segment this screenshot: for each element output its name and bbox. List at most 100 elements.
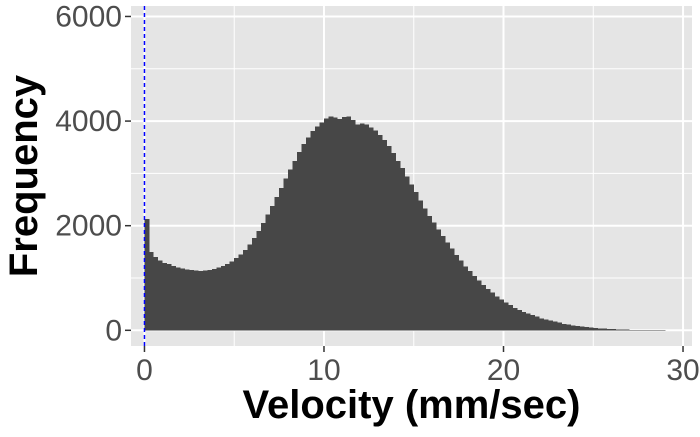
histogram-bar xyxy=(526,314,531,331)
histogram-bar xyxy=(189,270,194,330)
histogram-bar xyxy=(239,254,244,330)
histogram-bar xyxy=(530,315,535,330)
x-tick-label: 30 xyxy=(666,354,699,387)
histogram-bar xyxy=(445,242,450,330)
histogram-bar xyxy=(535,317,540,331)
histogram-bar xyxy=(351,120,356,330)
histogram-bar xyxy=(149,252,154,330)
histogram-bar xyxy=(620,330,625,331)
histogram-bar xyxy=(423,208,428,330)
histogram-bar xyxy=(288,170,293,331)
histogram-bar xyxy=(427,216,432,331)
histogram-bar xyxy=(459,261,464,331)
histogram-bar xyxy=(230,261,235,330)
histogram-bar xyxy=(243,250,248,331)
histogram-bar xyxy=(396,161,401,330)
histogram-bar xyxy=(499,299,504,330)
histogram-bar xyxy=(441,236,446,330)
histogram-bar xyxy=(306,137,311,330)
histogram-bar xyxy=(319,123,324,331)
histogram-bar xyxy=(171,266,176,330)
y-tick-label: 4000 xyxy=(55,105,122,138)
histogram-bar xyxy=(328,116,333,330)
histogram-bar xyxy=(373,130,378,330)
histogram-bar xyxy=(333,117,338,330)
histogram-bar xyxy=(261,223,266,330)
histogram-bar xyxy=(337,119,342,330)
histogram-bar xyxy=(611,329,616,330)
histogram-bar xyxy=(539,318,544,330)
histogram-bar xyxy=(454,255,459,330)
histogram-bar xyxy=(176,268,181,331)
histogram-bar xyxy=(409,184,414,330)
histogram-bar xyxy=(607,329,612,330)
histogram-bar xyxy=(279,188,284,330)
histogram-bar xyxy=(203,271,208,331)
histogram-bar xyxy=(463,266,468,330)
histogram-bar xyxy=(472,276,477,330)
histogram-bar xyxy=(346,116,351,330)
histogram-bar xyxy=(221,266,226,330)
histogram-bar xyxy=(297,152,302,330)
histogram-bar xyxy=(355,125,360,331)
x-tick-label: 0 xyxy=(136,354,153,387)
histogram-bar xyxy=(418,201,423,331)
histogram-bar xyxy=(557,323,562,331)
histogram-bar xyxy=(432,223,437,331)
histogram-bar xyxy=(548,320,553,330)
histogram-bar xyxy=(364,125,369,331)
y-axis-title: Frequency xyxy=(2,74,46,277)
y-tick-label: 6000 xyxy=(55,0,122,33)
histogram-bar xyxy=(400,168,405,330)
x-axis-title: Velocity (mm/sec) xyxy=(243,383,581,427)
histogram-bar xyxy=(293,161,298,330)
y-axis-ticks: 0 2000 4000 6000 xyxy=(55,0,131,347)
histogram-bar xyxy=(378,135,383,330)
histogram-bar xyxy=(589,328,594,331)
histogram-bar xyxy=(504,303,509,331)
histogram-bar xyxy=(162,263,167,330)
histogram-bar xyxy=(270,206,275,330)
histogram-bar xyxy=(225,264,230,330)
histogram-bar xyxy=(450,249,455,331)
histogram-bar xyxy=(571,325,576,330)
histogram-bar xyxy=(302,144,307,330)
histogram-bar xyxy=(180,269,185,331)
histogram-bar xyxy=(616,329,621,330)
histogram-bar xyxy=(436,229,441,330)
histogram-bar xyxy=(602,329,607,331)
histogram-bar xyxy=(252,238,257,330)
histogram-bar xyxy=(284,179,289,331)
histogram-bar xyxy=(275,197,280,330)
histogram-bar xyxy=(544,319,549,330)
histogram-bar xyxy=(311,131,316,330)
y-tick-label: 0 xyxy=(105,314,122,347)
histogram-bar xyxy=(553,322,558,331)
histogram-bar xyxy=(360,124,365,331)
histogram-bar xyxy=(414,192,419,330)
histogram-bar xyxy=(369,127,374,330)
histogram-bar xyxy=(490,293,495,331)
histogram-bar xyxy=(580,327,585,331)
histogram-bar xyxy=(477,281,482,331)
histogram-bar xyxy=(486,289,491,330)
histogram-bar xyxy=(512,308,517,330)
histogram-bar xyxy=(198,271,203,330)
y-tick-label: 2000 xyxy=(55,210,122,243)
histogram-bar xyxy=(468,271,473,330)
histogram-bar xyxy=(212,269,217,330)
histogram-bar xyxy=(517,310,522,330)
histogram-bar xyxy=(185,270,190,331)
histogram-bar xyxy=(158,261,163,331)
histogram-bar xyxy=(562,324,567,331)
histogram-bar xyxy=(391,153,396,330)
histogram-bar xyxy=(593,328,598,330)
histogram-bar xyxy=(495,296,500,330)
histogram-bar xyxy=(508,305,513,330)
histogram-bar xyxy=(216,268,221,331)
histogram-bar xyxy=(598,328,603,330)
histogram-bar xyxy=(575,326,580,330)
histogram-bar xyxy=(342,117,347,330)
